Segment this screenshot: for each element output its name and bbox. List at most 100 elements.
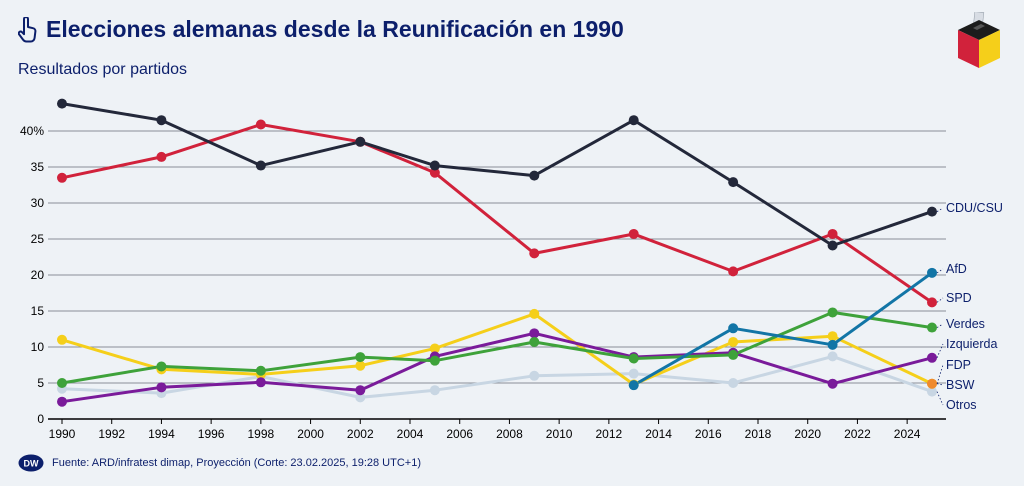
x-tick-label: 2004 xyxy=(397,427,424,441)
label-leader-otros xyxy=(936,391,944,406)
label-leader-izquierda xyxy=(936,343,944,358)
series-labels: CDU/CSU AfD SPD Verdes Izquierda FDP BSW Otros xyxy=(936,201,1003,412)
series-points xyxy=(57,98,937,407)
data-point-verdes xyxy=(628,353,639,364)
series-label-izquierda: Izquierda xyxy=(946,337,997,351)
data-point-cdu-csu xyxy=(429,160,440,171)
data-point-spd xyxy=(529,248,540,259)
footer: DW Fuente: ARD/infratest dimap, Proyecci… xyxy=(18,454,421,472)
series-lines xyxy=(61,102,933,404)
data-point-spd xyxy=(827,228,838,239)
data-point-izquierda xyxy=(355,385,366,396)
x-tick-label: 1994 xyxy=(148,427,175,441)
data-point-otros xyxy=(355,392,366,403)
data-point-bsw xyxy=(927,378,937,389)
data-point-izquierda xyxy=(529,328,540,339)
data-point-otros xyxy=(728,378,739,388)
x-tick-label: 2024 xyxy=(894,427,921,441)
y-tick-label: 0 xyxy=(37,412,44,426)
svg-text:DW: DW xyxy=(24,459,39,469)
data-point-verdes xyxy=(927,322,937,333)
x-tick-label: 2018 xyxy=(745,427,772,441)
y-tick-label: 35 xyxy=(31,160,45,174)
data-point-spd xyxy=(628,228,639,239)
data-point-verdes xyxy=(156,361,167,372)
data-point-otros xyxy=(628,368,639,379)
label-leader-spd xyxy=(936,297,944,303)
y-tick-label: 20 xyxy=(31,268,45,282)
data-point-verdes xyxy=(429,355,440,366)
x-tick-label: 1996 xyxy=(198,427,225,441)
label-leader-cdu-csu xyxy=(936,207,944,212)
data-point-verdes xyxy=(355,352,366,363)
data-point-cdu-csu xyxy=(529,170,540,181)
label-leader-fdp xyxy=(936,364,944,384)
chart-subtitle: Resultados por partidos xyxy=(18,61,187,78)
series-line-izquierda xyxy=(61,331,933,404)
y-tick-label: 15 xyxy=(31,304,45,318)
chart-title: Elecciones alemanas desde la Reunificaci… xyxy=(46,16,624,42)
data-point-otros xyxy=(429,385,440,396)
data-point-cdu-csu xyxy=(355,136,366,147)
label-leader-verdes xyxy=(936,323,944,328)
data-point-otros xyxy=(927,386,937,397)
y-tick-label: 40% xyxy=(20,124,44,138)
data-point-otros xyxy=(529,370,540,381)
x-tick-label: 2014 xyxy=(645,427,672,441)
x-tick-label: 2006 xyxy=(446,427,473,441)
data-point-fdp xyxy=(355,360,366,371)
series-line-spd xyxy=(61,123,933,304)
data-point-afd xyxy=(728,323,739,334)
series-label-spd: SPD xyxy=(946,291,972,305)
data-point-verdes xyxy=(728,349,739,360)
source-note: Fuente: ARD/infratest dimap, Proyección … xyxy=(52,457,421,469)
data-point-fdp xyxy=(529,308,540,319)
data-point-izquierda xyxy=(156,382,167,393)
data-point-fdp xyxy=(429,343,440,354)
data-point-spd xyxy=(429,167,440,178)
x-tick-label: 2020 xyxy=(794,427,821,441)
data-point-verdes xyxy=(529,336,540,347)
data-point-verdes xyxy=(255,365,266,376)
data-point-izquierda xyxy=(57,396,67,407)
series-line-otros xyxy=(61,354,933,399)
dw-logo-icon: DW xyxy=(18,454,44,472)
series-line-fdp xyxy=(61,312,933,386)
data-point-otros xyxy=(827,351,838,362)
x-tick-label: 2010 xyxy=(546,427,573,441)
data-point-spd xyxy=(728,266,739,277)
series-label-verdes: Verdes xyxy=(946,317,985,331)
x-tick-label: 2002 xyxy=(347,427,374,441)
data-point-izquierda xyxy=(827,378,838,389)
data-point-spd xyxy=(57,172,67,183)
data-point-cdu-csu xyxy=(255,160,266,171)
pointing-hand-icon xyxy=(18,16,37,43)
y-axis-ticks: 0 5 10 15 20 25 30 35 40% xyxy=(20,124,44,426)
x-tick-label: 2016 xyxy=(695,427,722,441)
data-point-cdu-csu xyxy=(927,206,937,217)
data-point-afd xyxy=(827,339,838,350)
data-point-afd xyxy=(927,267,937,278)
series-label-otros: Otros xyxy=(946,398,977,412)
data-point-fdp xyxy=(57,334,67,345)
data-point-verdes xyxy=(827,307,838,318)
data-point-cdu-csu xyxy=(57,98,67,109)
y-tick-label: 5 xyxy=(37,376,44,390)
x-axis: 1990 1992 1994 1996 1998 2000 2002 2004 2006 2008… xyxy=(49,419,921,441)
series-label-cdu-csu: CDU/CSU xyxy=(946,201,1003,215)
label-leader-afd xyxy=(936,268,944,274)
series-label-bsw: BSW xyxy=(946,378,975,392)
x-tick-label: 2000 xyxy=(297,427,324,441)
data-point-cdu-csu xyxy=(728,177,739,188)
x-tick-label: 2008 xyxy=(496,427,523,441)
chart-title-row: Elecciones alemanas desde la Reunificaci… xyxy=(18,16,624,43)
data-point-verdes xyxy=(57,378,67,388)
ballot-box-icon xyxy=(958,12,1000,68)
data-point-fdp xyxy=(728,336,739,347)
data-point-izquierda xyxy=(927,352,937,363)
x-tick-label: 1992 xyxy=(98,427,125,441)
data-point-spd xyxy=(156,151,167,162)
series-line-cdu-csu xyxy=(61,102,933,247)
x-tick-label: 1990 xyxy=(49,427,76,441)
data-point-afd xyxy=(628,380,639,391)
